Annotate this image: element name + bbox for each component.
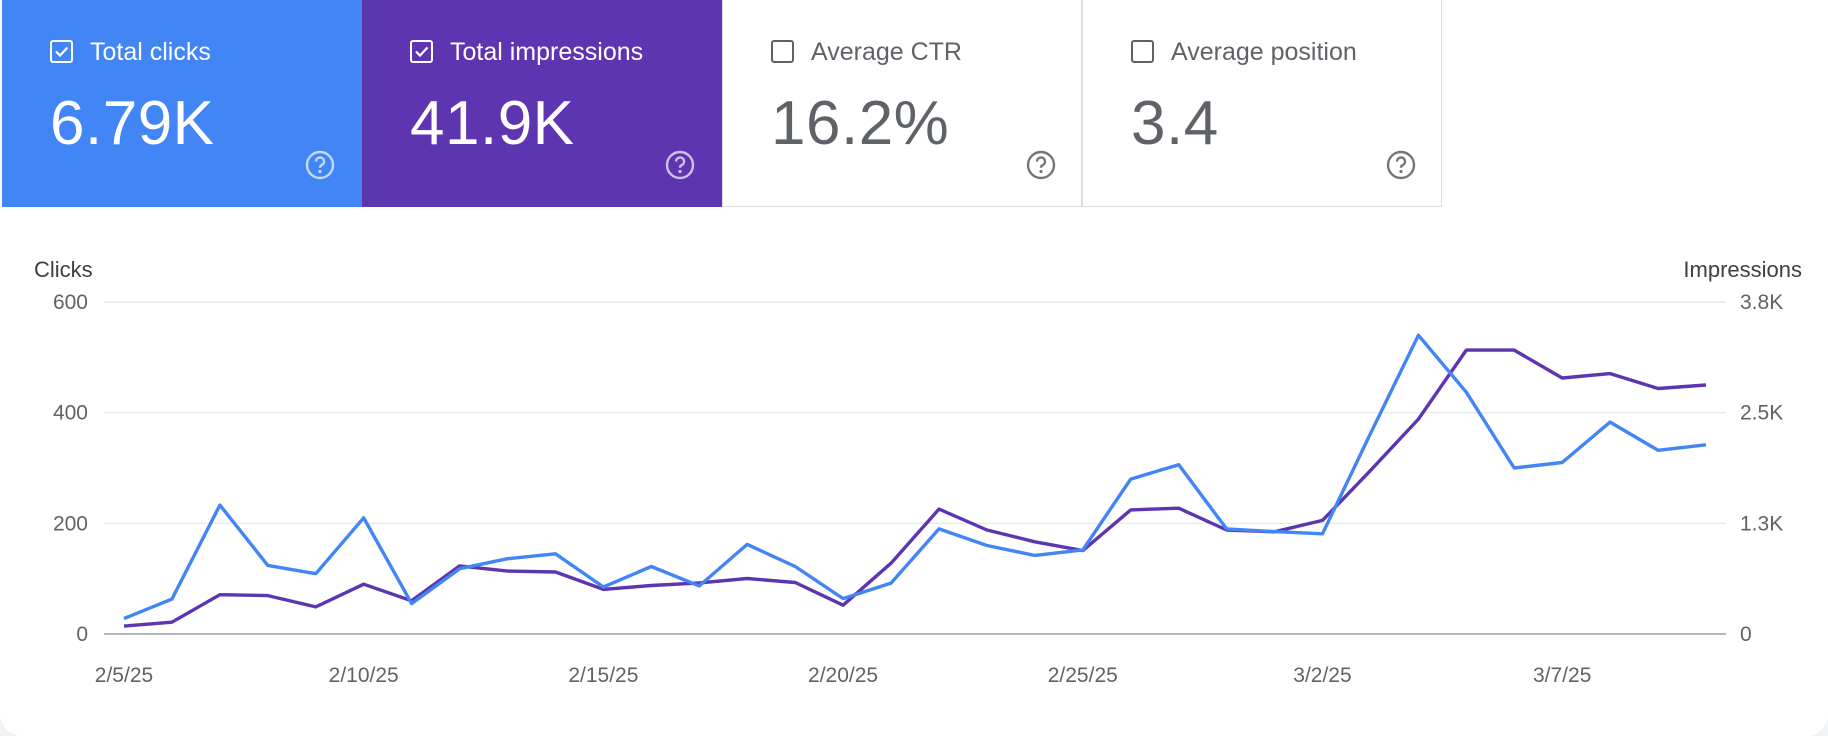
y-left-tick-label: 0 [76,623,88,646]
checkbox-checked-icon[interactable] [410,40,433,63]
y-left-tick-label: 600 [53,291,88,314]
x-tick-label: 2/15/25 [568,664,638,687]
metric-value: 6.79K [50,89,215,158]
metric-label: Average position [1171,38,1357,66]
help-icon[interactable] [1385,149,1417,181]
checkbox-unchecked-icon[interactable] [771,40,794,63]
chart-grid [104,301,1726,635]
performance-line-chart: Clicks Impressions 0 200 400 600 0 1.3K 2.5K 3… [34,257,1802,687]
metric-value: 16.2% [771,89,950,158]
y-right-tick-labels: 0 1.3K 2.5K 3.8K [1740,291,1783,646]
metric-label: Average CTR [811,38,962,66]
y-right-tick-label: 2.5K [1740,402,1783,425]
checkbox-unchecked-icon[interactable] [1131,40,1154,63]
metric-card-average-ctr[interactable]: Average CTR 16.2% [722,0,1082,207]
x-tick-label: 2/25/25 [1048,664,1118,687]
y-right-axis-title: Impressions [1683,257,1802,282]
x-tick-label: 2/10/25 [329,664,399,687]
x-tick-label: 2/5/25 [95,664,153,687]
x-tick-label: 3/2/25 [1293,664,1351,687]
x-tick-label: 3/7/25 [1533,664,1591,687]
y-left-tick-labels: 0 200 400 600 [53,291,88,646]
metric-card-total-impressions[interactable]: Total impressions 41.9K [362,0,722,207]
y-right-tick-label: 1.3K [1740,512,1783,535]
x-tick-labels: 2/5/25 2/10/25 2/15/25 2/20/25 2/25/25 3/2/25… [95,664,1592,687]
series-line-impressions[interactable] [123,348,1707,628]
y-right-tick-label: 0 [1740,623,1752,646]
series-line-clicks[interactable] [123,333,1707,621]
y-left-tick-label: 400 [53,402,88,425]
x-tick-label: 2/20/25 [808,664,878,687]
help-icon[interactable] [304,149,336,181]
metric-value: 41.9K [410,89,575,158]
checkbox-checked-icon[interactable] [50,40,73,63]
metric-value: 3.4 [1131,89,1219,158]
y-left-tick-label: 200 [53,512,88,535]
metric-label: Total impressions [450,38,644,66]
metric-card-average-position[interactable]: Average position 3.4 [1082,0,1442,207]
y-left-axis-title: Clicks [34,257,93,282]
metric-card-total-clicks[interactable]: Total clicks 6.79K [2,0,362,207]
metric-label: Total clicks [90,38,211,66]
help-icon[interactable] [1025,149,1057,181]
series-lines [123,333,1707,628]
y-right-tick-label: 3.8K [1740,291,1783,314]
help-icon[interactable] [664,149,696,181]
